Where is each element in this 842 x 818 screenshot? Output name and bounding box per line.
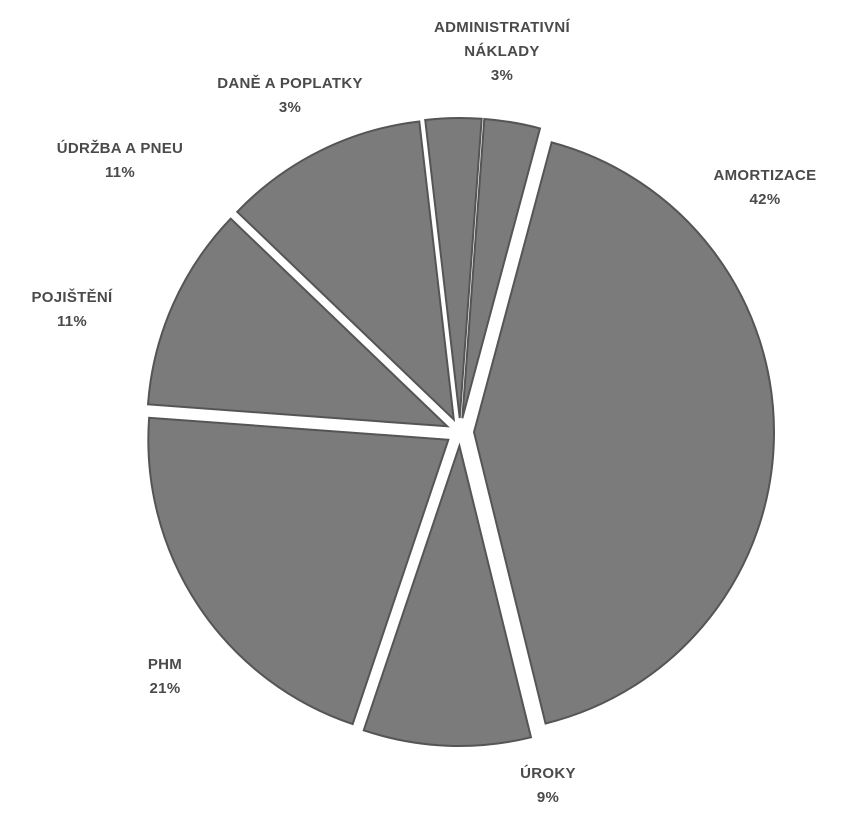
pie-slice-pojisteni bbox=[146, 217, 450, 428]
slice-percent-label: 11% bbox=[57, 313, 87, 330]
slice-category-label: NÁKLADY bbox=[464, 43, 539, 60]
pie-slice-amortizace bbox=[472, 141, 775, 725]
slice-percent-label: 21% bbox=[150, 680, 181, 697]
slice-percent-label: 3% bbox=[491, 67, 513, 84]
slice-category-label: PHM bbox=[148, 656, 182, 673]
slice-label-group: DANĚ A POPLATKY 3% bbox=[217, 74, 363, 116]
slice-label-group: ÚROKY 9% bbox=[520, 764, 576, 806]
slice-category-label: DANĚ A POPLATKY bbox=[217, 74, 363, 92]
slice-label-group: ADMINISTRATIVNÍ NÁKLADY 3% bbox=[434, 19, 570, 84]
slice-percent-label: 9% bbox=[537, 789, 559, 806]
pie-slice-dane-a-poplatky bbox=[424, 117, 483, 419]
slice-label-group: ÚDRŽBA A PNEU 11% bbox=[57, 139, 183, 181]
slice-percent-label: 42% bbox=[750, 191, 781, 208]
slice-category-label: AMORTIZACE bbox=[714, 167, 817, 184]
slice-percent-label: 11% bbox=[105, 164, 135, 181]
pie-slice-administrativni-naklady bbox=[461, 117, 542, 419]
slice-category-label: ÚROKY bbox=[520, 764, 576, 782]
slice-category-label: ADMINISTRATIVNÍ bbox=[434, 19, 570, 36]
slice-label-group: POJIŠTĚNÍ 11% bbox=[31, 288, 113, 330]
slice-label-group: AMORTIZACE 42% bbox=[714, 167, 817, 208]
pie-slice-phm bbox=[147, 416, 450, 726]
slice-percent-label: 3% bbox=[279, 99, 301, 116]
pie-slice-udrzba-a-pneu bbox=[235, 120, 456, 423]
pie-slice-uroky bbox=[362, 442, 533, 747]
slice-category-label: ÚDRŽBA A PNEU bbox=[57, 139, 183, 157]
slice-label-group: PHM 21% bbox=[148, 656, 182, 697]
slice-category-label: POJIŠTĚNÍ bbox=[31, 288, 113, 306]
